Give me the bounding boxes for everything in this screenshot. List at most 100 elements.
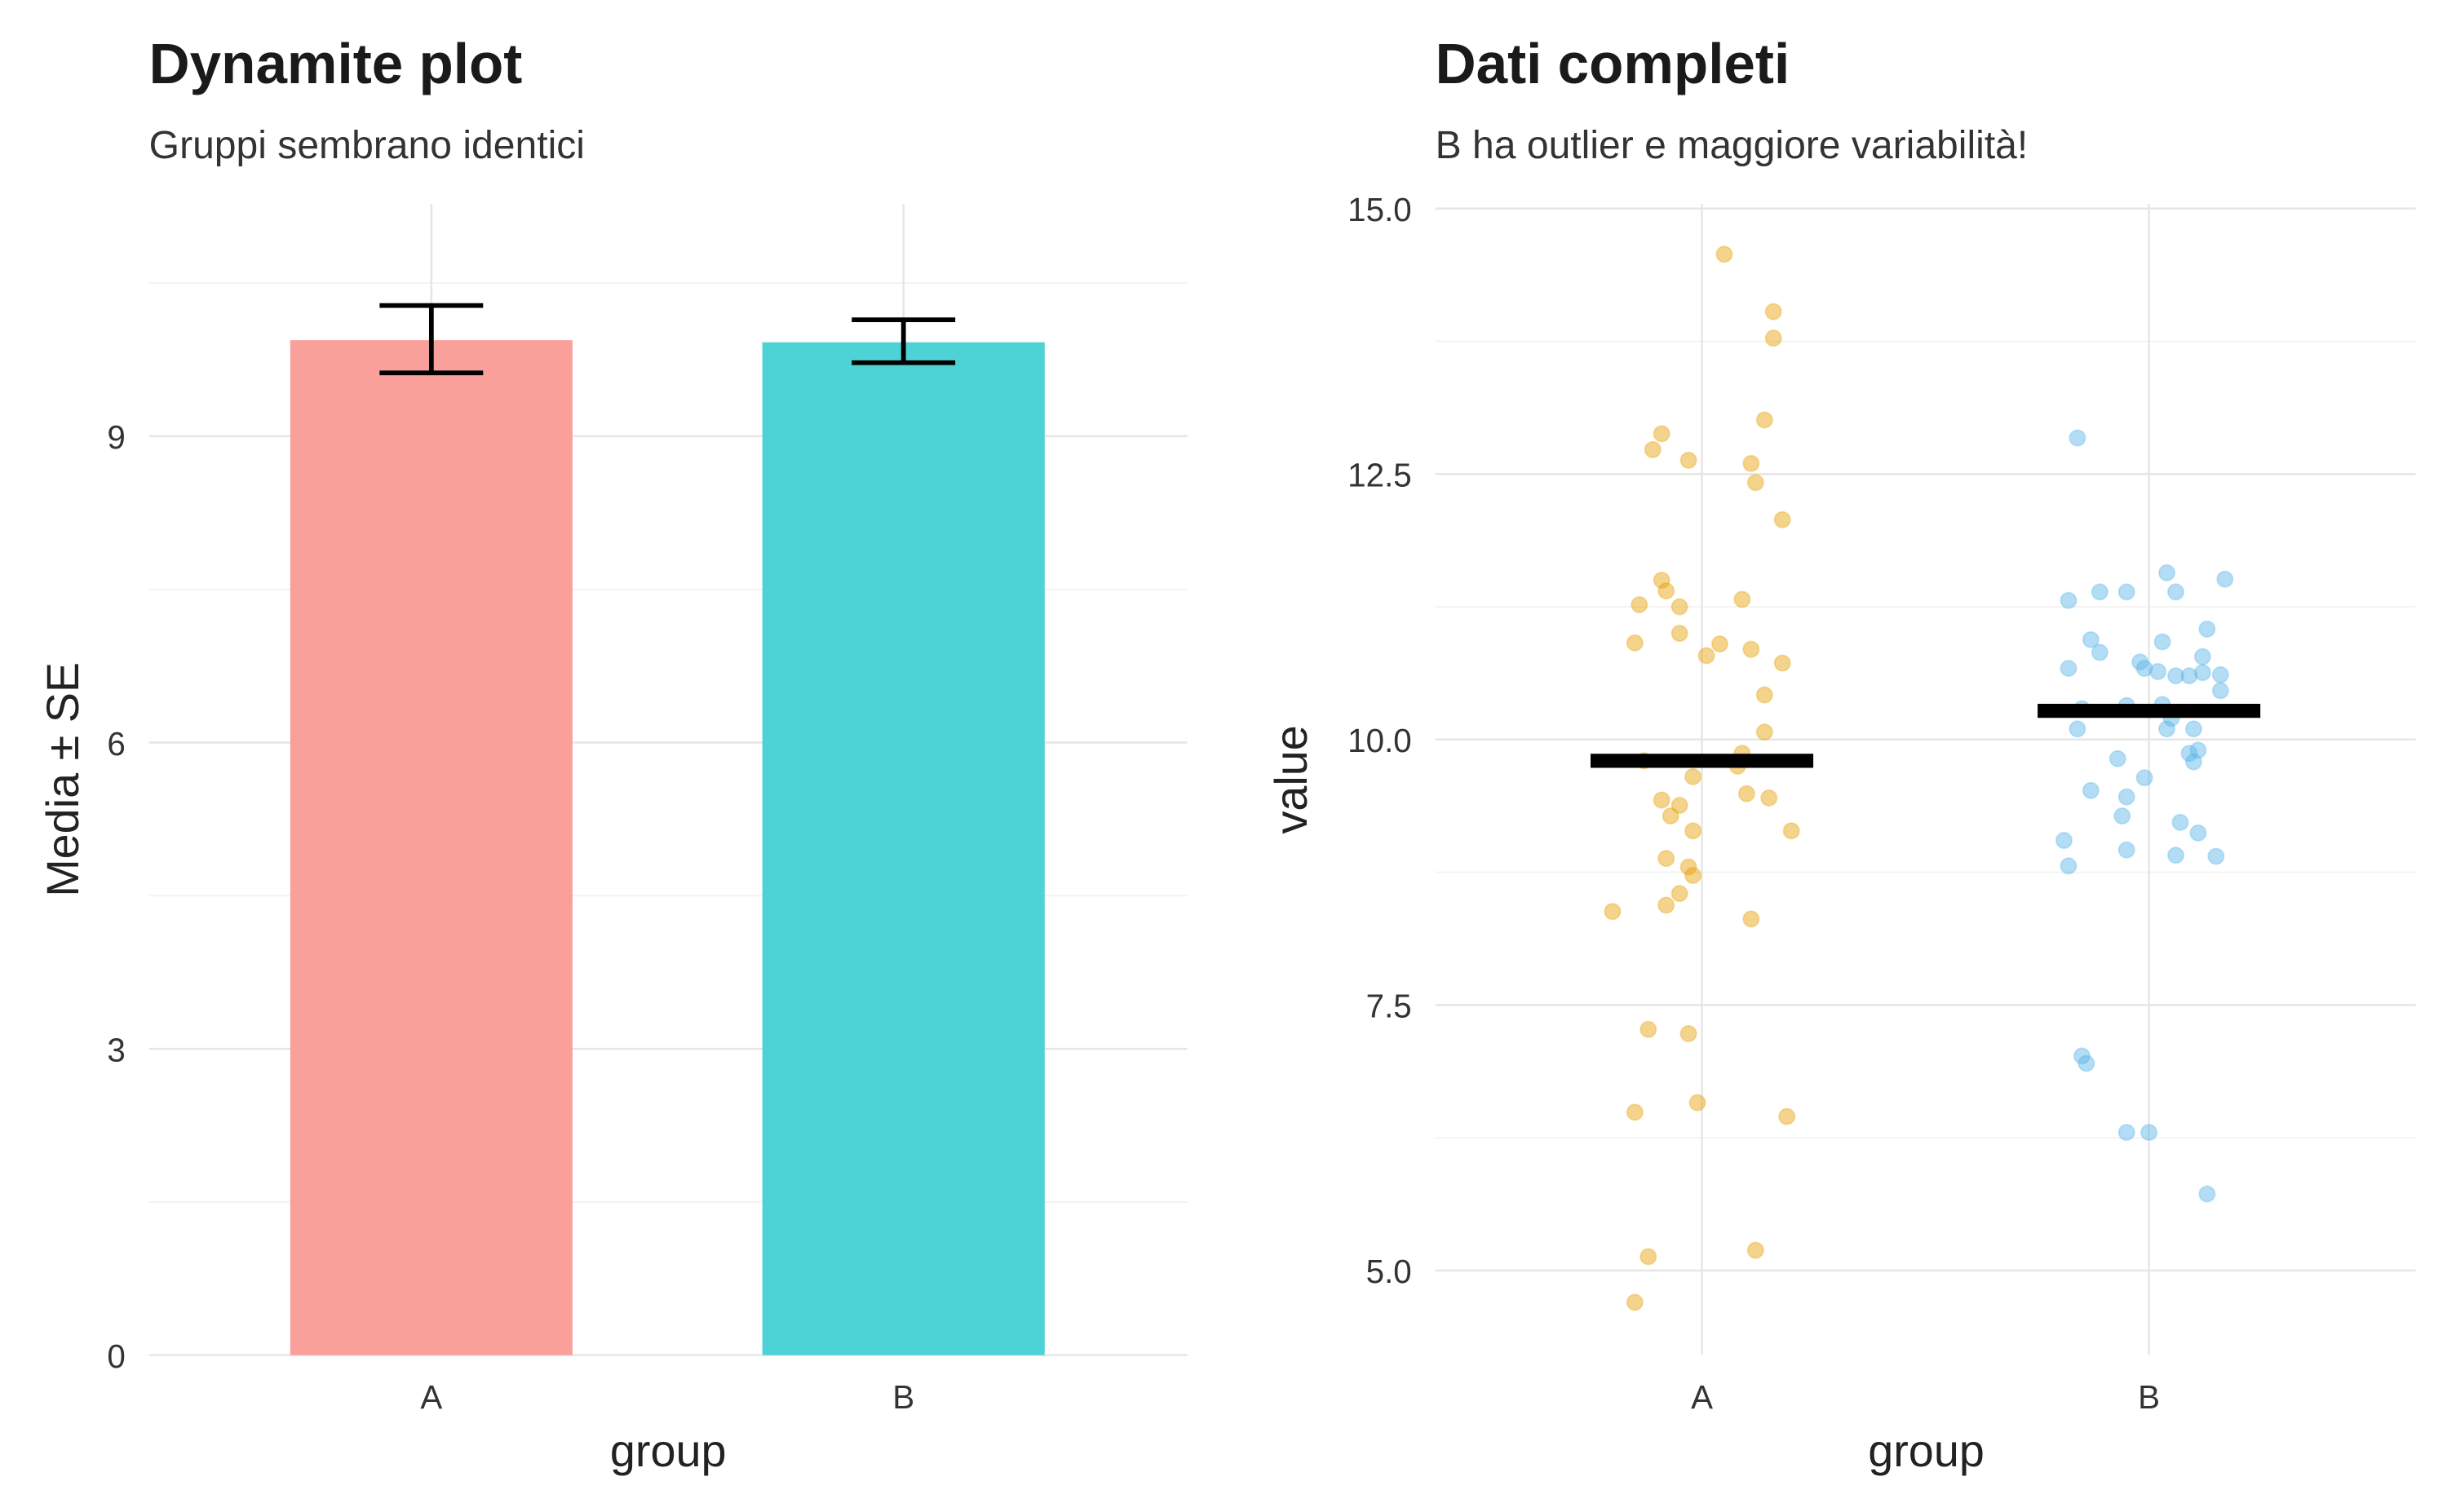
left-x-axis-label: group: [610, 1426, 727, 1476]
point-B: [2184, 720, 2202, 738]
point-A: [1760, 789, 1778, 807]
right-y-axis-label: value: [1266, 725, 1316, 833]
left-title: Dynamite plot: [149, 32, 523, 95]
point-B: [2108, 749, 2126, 767]
y-tick-label: 9: [107, 418, 125, 456]
x-tick-label: B: [2138, 1378, 2160, 1416]
point-A: [1746, 474, 1764, 492]
point-B: [2148, 662, 2167, 681]
x-tick-label: A: [420, 1378, 442, 1416]
y-tick-label: 0: [107, 1337, 125, 1375]
bar-B: [762, 342, 1045, 1355]
point-A: [1657, 850, 1675, 868]
point-B: [2131, 653, 2149, 671]
y-tick-label: 15.0: [1347, 191, 1412, 228]
point-B: [2117, 1123, 2135, 1142]
point-A: [1697, 647, 1715, 665]
point-A: [1662, 807, 1679, 825]
right-panel: Dati completi B ha outlier e maggiore va…: [1266, 32, 2416, 1476]
point-A: [1764, 303, 1782, 321]
point-A: [1733, 590, 1751, 608]
point-A: [1684, 866, 1702, 885]
point-B: [2189, 824, 2207, 842]
point-B: [2060, 591, 2078, 609]
point-A: [1639, 1248, 1657, 1266]
point-A: [1644, 440, 1662, 458]
left-y-axis-label: Media ± SE: [38, 662, 88, 897]
point-A: [1746, 1241, 1764, 1259]
point-B: [2117, 788, 2135, 806]
point-B: [2157, 564, 2176, 581]
point-A: [1653, 571, 1670, 590]
y-tick-label: 10.0: [1347, 722, 1412, 759]
point-A: [1653, 791, 1670, 809]
point-A: [1670, 885, 1688, 903]
point-A: [1679, 1024, 1697, 1043]
point-A: [1710, 635, 1729, 653]
point-B: [2055, 831, 2073, 850]
point-B: [2171, 813, 2189, 831]
point-A: [1657, 581, 1675, 600]
point-A: [1679, 858, 1697, 876]
point-B: [2166, 847, 2185, 864]
point-B: [2207, 847, 2225, 865]
point-A: [1773, 511, 1791, 528]
point-B: [2157, 720, 2176, 738]
left-panel: Dynamite plot Gruppi sembrano identici 0…: [38, 32, 1188, 1476]
point-B: [2069, 429, 2086, 447]
x-tick-label: A: [1691, 1378, 1713, 1416]
point-A: [1684, 767, 1702, 785]
x-tick-label: B: [892, 1378, 914, 1416]
point-B: [2184, 753, 2202, 771]
y-tick-label: 6: [107, 725, 125, 763]
point-B: [2091, 583, 2108, 601]
point-A: [1742, 454, 1760, 472]
point-B: [2193, 648, 2211, 665]
point-B: [2211, 665, 2229, 683]
bar-A: [290, 340, 573, 1355]
y-tick-label: 5.0: [1366, 1253, 1412, 1290]
point-B: [2082, 630, 2100, 648]
point-B: [2117, 583, 2135, 601]
point-A: [1670, 598, 1688, 616]
point-A: [1670, 625, 1688, 643]
point-B: [2211, 682, 2229, 700]
point-A: [1631, 595, 1648, 614]
point-B: [2140, 1123, 2158, 1142]
point-A: [1755, 411, 1773, 429]
left-subtitle: Gruppi sembrano identici: [149, 123, 585, 167]
point-A: [1684, 822, 1702, 840]
point-B: [2189, 741, 2207, 759]
right-subtitle: B ha outlier e maggiore variabilità!: [1436, 123, 2029, 167]
point-B: [2078, 1054, 2095, 1072]
y-tick-label: 3: [107, 1031, 125, 1068]
point-B: [2216, 570, 2234, 588]
point-B: [2180, 745, 2198, 763]
point-A: [1688, 1094, 1706, 1112]
point-A: [1742, 910, 1760, 928]
point-A: [1626, 634, 1644, 652]
point-A: [1778, 1107, 1796, 1125]
point-B: [2166, 583, 2185, 601]
point-A: [1604, 903, 1622, 921]
point-B: [2193, 664, 2211, 682]
point-A: [1742, 640, 1760, 658]
point-B: [2113, 807, 2131, 825]
point-B: [2198, 1185, 2216, 1203]
y-tick-label: 12.5: [1347, 457, 1412, 494]
point-B: [2073, 1047, 2091, 1065]
point-A: [1782, 822, 1800, 840]
point-A: [1639, 1020, 1657, 1038]
point-A: [1755, 686, 1773, 704]
point-B: [2153, 633, 2171, 651]
point-B: [2060, 659, 2078, 678]
point-A: [1653, 425, 1670, 443]
point-A: [1679, 451, 1697, 469]
y-tick-label: 7.5: [1366, 988, 1412, 1025]
right-title: Dati completi: [1436, 32, 1790, 95]
point-B: [2166, 667, 2185, 685]
point-A: [1764, 329, 1782, 347]
point-B: [2180, 667, 2198, 685]
point-B: [2082, 781, 2100, 799]
